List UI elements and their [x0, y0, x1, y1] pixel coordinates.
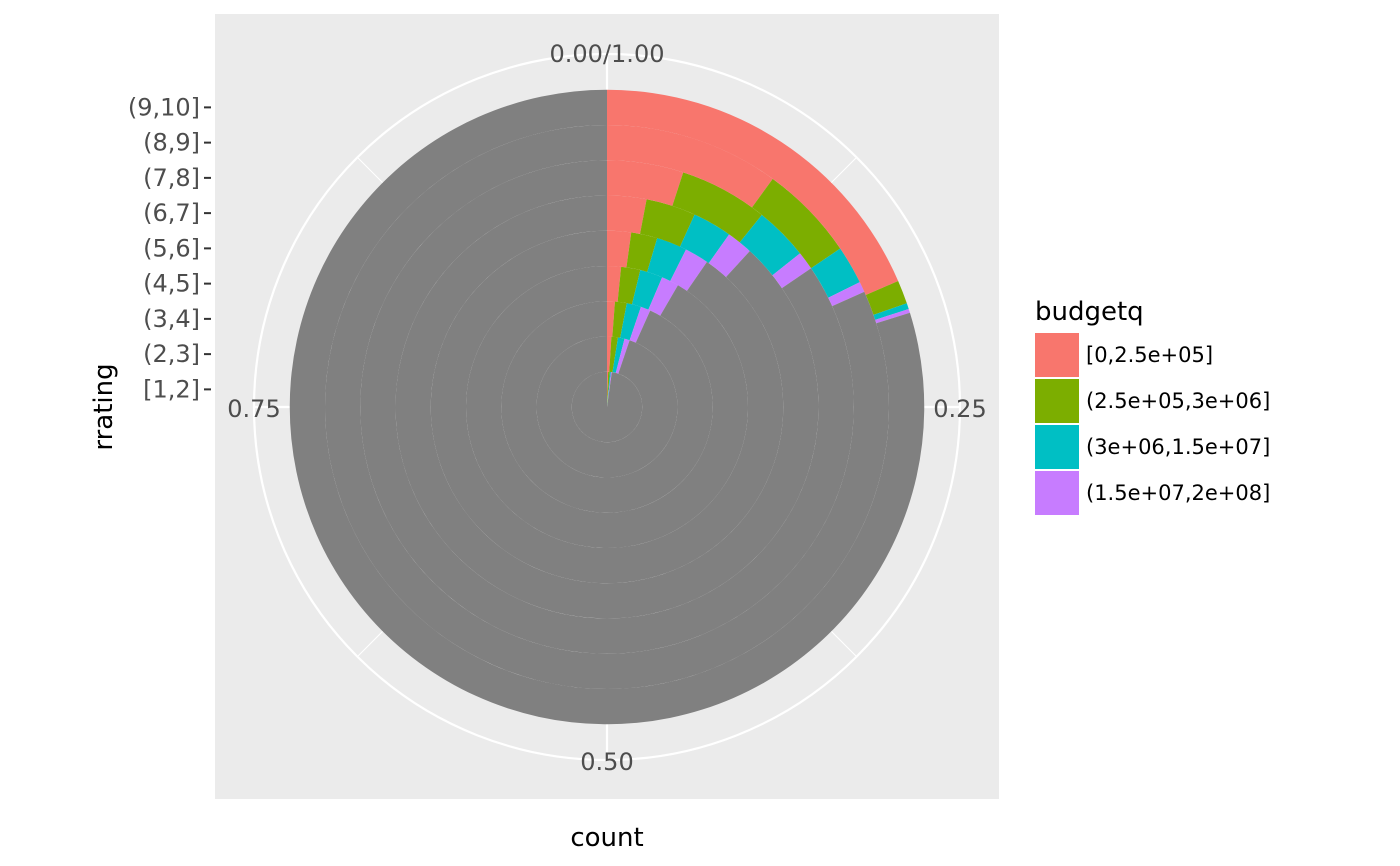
bar-segment [629, 306, 651, 343]
bar-segment [607, 371, 612, 407]
bar-segment [617, 266, 641, 305]
legend-label: (3e+06,1.5e+07] [1086, 435, 1270, 459]
bar-segment [626, 232, 658, 272]
bar-segment [612, 337, 625, 373]
bar-segment [612, 301, 627, 338]
bar-segment [501, 301, 713, 513]
y-tick-label: (3,4] [143, 305, 200, 333]
bar-segment [607, 125, 773, 208]
bar-segment [647, 238, 687, 281]
bar-segment [609, 336, 619, 373]
legend-key [1035, 471, 1079, 515]
bar-segment [811, 248, 860, 298]
bar-segment [607, 160, 684, 206]
bar-segment [828, 282, 865, 307]
angle-tick-label: 0.75 [227, 395, 280, 423]
legend-key [1035, 333, 1079, 377]
bar-segment [752, 178, 841, 269]
bar-segment [536, 336, 678, 478]
bar-segment [571, 371, 643, 443]
outer-grid-circle [252, 52, 962, 762]
bar-segment [607, 371, 610, 407]
bar-segment [620, 303, 641, 341]
bar-segment [873, 303, 909, 320]
legend-items: [0,2.5e+05] (2.5e+05,3e+06] (3e+06,1.5e+07… [1035, 333, 1270, 515]
bar-segment [708, 234, 750, 278]
legend-title: budgetq [1035, 297, 1144, 327]
angle-tick-label: 0.00/1.00 [550, 40, 665, 68]
bar-segment [680, 214, 730, 264]
y-tick-label: (7,8] [143, 164, 200, 192]
bar-segment [607, 195, 647, 234]
bars [289, 89, 925, 725]
bar-segment [672, 172, 762, 243]
bar-segment [640, 199, 695, 247]
y-axis-title: count [570, 823, 643, 853]
legend-label: [0,2.5e+05] [1086, 343, 1213, 367]
legend-key [1035, 379, 1079, 423]
bar-segment [739, 214, 801, 276]
y-tick-label: (6,7] [143, 199, 200, 227]
y-tick-label: (8,9] [143, 129, 200, 157]
bar-segment [607, 336, 612, 372]
bar-segment [607, 371, 609, 407]
y-tick-label: (4,5] [143, 270, 200, 298]
bar-segment [607, 371, 611, 407]
legend-label: (2.5e+05,3e+06] [1086, 389, 1270, 413]
bar-segment [607, 230, 632, 268]
bar-segment [875, 308, 910, 324]
bar-segment [615, 338, 630, 374]
bar-segment [607, 89, 899, 296]
bar-segment [772, 253, 812, 289]
angle-tick-labels: 0.00/1.00 0.25 0.50 0.75 [227, 40, 986, 776]
y-axis: [1,2] (2,3] (3,4] (4,5] (5,6] (6,7] (7,8] (8,9]… [128, 93, 211, 403]
bar-segment [607, 266, 622, 302]
x-axis-title: rrating [89, 363, 119, 450]
legend: budgetq [0,2.5e+05] (2.5e+05,3e+06] (3e+06… [1035, 297, 1270, 515]
y-tick-label: (9,10] [128, 93, 200, 121]
angle-tick-label: 0.25 [933, 395, 986, 423]
bar-segment [607, 301, 615, 337]
bar-segment [632, 269, 663, 310]
legend-key [1035, 425, 1079, 469]
y-tick-label: [1,2] [143, 375, 200, 403]
angle-tick-label: 0.50 [580, 748, 633, 776]
legend-label: (1.5e+07,2e+08] [1086, 481, 1270, 505]
bar-segment [648, 277, 679, 316]
y-tick-label: (5,6] [143, 234, 200, 262]
bar-segment [670, 249, 707, 291]
bar-segment [865, 281, 907, 315]
y-tick-label: (2,3] [143, 340, 200, 368]
